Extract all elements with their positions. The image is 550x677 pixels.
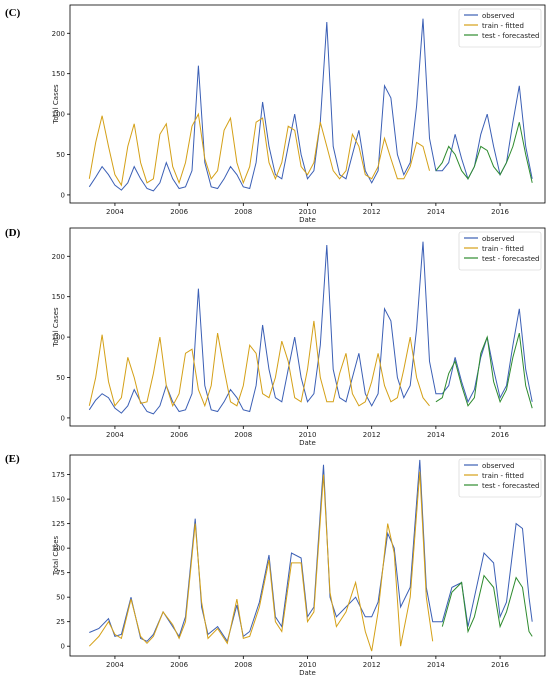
y-tick-label: 125	[52, 520, 65, 528]
x-tick-label: 2012	[363, 661, 381, 669]
legend: observed train - fitted test - forecasted	[458, 458, 542, 498]
y-tick-label: 200	[52, 30, 65, 38]
y-tick-label: 0	[61, 643, 65, 651]
series-line-test-forecasted	[435, 122, 533, 183]
x-tick-label: 2006	[170, 431, 188, 439]
x-tick-label: 2004	[106, 661, 124, 669]
x-tick-label: 2010	[299, 208, 317, 216]
x-tick-label: 2014	[427, 661, 445, 669]
y-tick-label: 100	[52, 545, 65, 553]
x-tick-label: 2008	[234, 431, 252, 439]
legend-entry: observed	[482, 12, 514, 20]
y-tick-label: 50	[56, 594, 65, 602]
y-tick-label: 75	[56, 569, 65, 577]
x-tick-label: 2014	[427, 208, 445, 216]
x-tick-label: 2012	[363, 208, 381, 216]
series-line-observed	[88, 241, 533, 415]
legend: observed train - fitted test - forecasted	[458, 231, 542, 271]
panel-label: (E)	[5, 453, 20, 465]
series-line-observed	[88, 18, 533, 192]
x-tick-label: 2012	[363, 431, 381, 439]
legend-entry: train - fitted	[482, 22, 524, 30]
x-tick-label: 2016	[491, 661, 509, 669]
y-tick-label: 150	[52, 70, 65, 78]
panel-label: (C)	[5, 7, 21, 19]
chart-panel-3: (E) 2004 2006 2008 2010 2012 2014 2016 0 25 50 75 10…	[5, 453, 546, 677]
legend-entry: train - fitted	[482, 472, 524, 480]
x-tick-label: 2004	[106, 208, 124, 216]
legend: observed train - fitted test - forecasted	[458, 8, 542, 48]
y-tick-label: 50	[56, 374, 65, 382]
y-axis-title: Total Cases	[52, 307, 60, 348]
x-tick-label: 2006	[170, 208, 188, 216]
x-tick-label: 2004	[106, 431, 124, 439]
x-tick-label: 2006	[170, 661, 188, 669]
series-line-test-forecasted	[435, 332, 533, 409]
chart-panel-2: (D) 2004 2006 2008 2010 2012 2014 2016 0 50 100 150…	[5, 227, 546, 447]
y-tick-label: 50	[56, 151, 65, 159]
legend-entry: train - fitted	[482, 245, 524, 253]
legend-entry: observed	[482, 462, 514, 470]
y-tick-label: 200	[52, 253, 65, 261]
x-tick-label: 2010	[299, 431, 317, 439]
y-tick-label: 0	[61, 414, 65, 422]
x-tick-label: 2008	[234, 661, 252, 669]
y-tick-label: 150	[52, 293, 65, 301]
legend-entry: test - forecasted	[482, 255, 539, 263]
series-line-test-forecasted	[441, 574, 533, 637]
x-axis-title: Date	[299, 216, 316, 224]
y-tick-label: 150	[52, 496, 65, 504]
y-tick-label: 100	[52, 111, 65, 119]
series-line-train-fitted	[88, 112, 430, 187]
y-tick-label: 25	[56, 618, 65, 626]
legend-entry: test - forecasted	[482, 32, 539, 40]
series-line-train-fitted	[88, 471, 434, 652]
y-tick-label: 100	[52, 334, 65, 342]
series-line-train-fitted	[88, 320, 430, 408]
legend-entry: observed	[482, 235, 514, 243]
y-tick-label: 175	[52, 471, 65, 479]
x-tick-label: 2014	[427, 431, 445, 439]
x-tick-label: 2016	[491, 208, 509, 216]
x-tick-label: 2010	[299, 661, 317, 669]
y-axis-title: Total Cases	[52, 535, 60, 576]
x-tick-label: 2008	[234, 208, 252, 216]
x-axis-title: Date	[299, 669, 316, 677]
y-axis-title: Total Cases	[52, 84, 60, 125]
panel-label: (D)	[5, 227, 21, 239]
chart-panel-1: (C) 2004 2006 2008 2010 2012 2014 2016 0 50 100 150…	[5, 4, 546, 224]
legend-entry: test - forecasted	[482, 482, 539, 490]
x-axis-title: Date	[299, 439, 316, 447]
x-tick-label: 2016	[491, 431, 509, 439]
y-tick-label: 0	[61, 191, 65, 199]
